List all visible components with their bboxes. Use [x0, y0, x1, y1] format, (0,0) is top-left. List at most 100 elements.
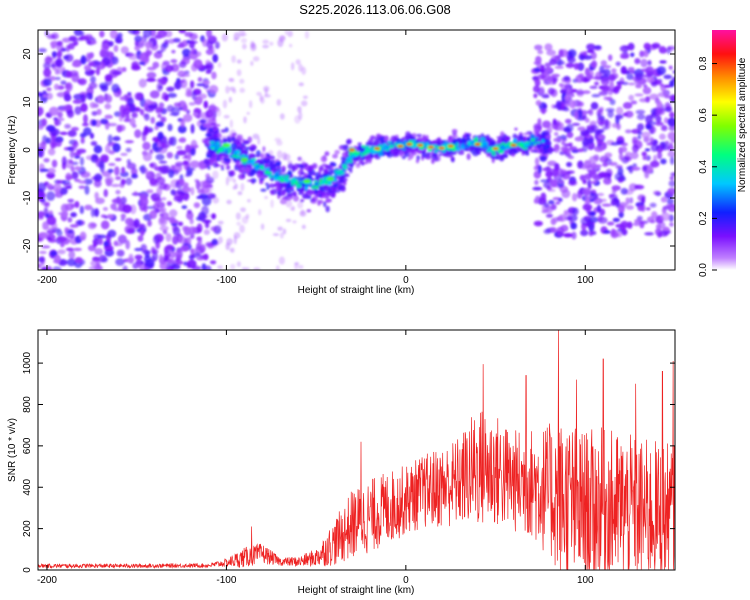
spectrogram-cell — [660, 212, 671, 222]
spectrogram-cell — [115, 258, 125, 266]
spectrogram-cell — [133, 191, 138, 197]
spectrogram-cell — [166, 86, 175, 92]
spectrogram-heatmap — [38, 30, 675, 270]
spectrogram-cell — [331, 186, 337, 193]
spectrogram-cell — [659, 60, 667, 64]
spectrogram-cell — [297, 201, 304, 209]
spectrogram-cell — [205, 133, 213, 138]
spectrogram-cell — [466, 134, 471, 141]
spectrogram-cell — [473, 137, 479, 142]
spectrogram-cell — [361, 145, 366, 148]
spectrogram-cell — [56, 44, 65, 51]
spectrogram-cell — [50, 40, 59, 47]
spectrogram-cell — [157, 30, 168, 38]
spectrogram-cell — [57, 249, 66, 255]
spectrogram-cell — [250, 40, 255, 49]
spectrogram-cell — [64, 227, 69, 233]
spectrogram-cell — [598, 171, 608, 178]
snr-xtick-label: -200 — [37, 575, 57, 586]
spectrogram-cell — [317, 199, 321, 206]
spectrogram-cell — [587, 75, 594, 80]
spectrogram-cell — [304, 165, 312, 171]
spectrogram-cell — [42, 94, 48, 98]
spectrogram-cell — [196, 83, 206, 87]
spectrogram-cell — [526, 137, 531, 142]
spectrogram-cell — [79, 231, 87, 241]
spectrogram-cell — [65, 44, 70, 52]
spectrogram-cell — [193, 59, 203, 69]
spectrogram-cell — [655, 223, 661, 230]
spectrogram-cell — [670, 156, 675, 165]
spectrogram-cell — [108, 40, 114, 47]
spectrogram-cell — [560, 101, 566, 110]
spectrogram-cell — [375, 133, 382, 139]
spectrogram-cell — [114, 243, 123, 247]
spectrogram-cell — [90, 140, 98, 147]
spectrogram-cell — [46, 183, 53, 189]
spectrogram-cell — [256, 172, 263, 177]
spectrogram-cell — [282, 228, 287, 235]
spectrogram-cell — [353, 152, 360, 156]
spectrogram-cell — [371, 150, 379, 154]
spectrogram-cell — [182, 113, 193, 123]
spectrogram-cell — [230, 136, 235, 142]
spectrogram-cell — [599, 155, 610, 163]
spectrogram-cell — [636, 123, 645, 131]
spectrogram-cell — [398, 150, 404, 158]
spectrogram-cell — [609, 161, 618, 167]
spectrogram-cell — [244, 267, 250, 270]
spectrogram-cell — [70, 203, 76, 209]
spectrogram-cell — [97, 234, 107, 239]
spectrogram-cell — [127, 30, 138, 35]
spectrogram-cell — [252, 56, 260, 62]
spectrogram-cell — [415, 133, 423, 137]
spectrogram-cell — [223, 147, 229, 151]
spectrogram-cell — [252, 133, 260, 140]
spectrogram-cell — [88, 82, 98, 89]
spectrogram-cell — [482, 145, 488, 150]
spectrogram-cell — [131, 111, 138, 119]
spectrogram-cell — [563, 143, 573, 147]
spectrogram-xtick-label: -200 — [37, 275, 57, 286]
spectrogram-cell — [47, 148, 56, 156]
spectrogram-cell — [57, 111, 63, 118]
spectrogram-cell — [472, 144, 477, 151]
spectrogram-cell — [210, 226, 218, 232]
spectrogram-cell — [355, 163, 361, 169]
spectrogram-cell — [189, 160, 200, 168]
spectrogram-cell — [239, 224, 245, 234]
spectrogram-cell — [269, 41, 274, 46]
spectrogram-cell — [208, 127, 213, 133]
spectrogram-cell — [89, 132, 95, 139]
spectrogram-cell — [474, 148, 480, 151]
spectrogram-cell — [550, 179, 558, 188]
spectrogram-cell — [142, 152, 153, 162]
spectrogram-cell — [554, 163, 560, 171]
spectrogram-cell — [178, 41, 185, 48]
spectrogram-cell — [499, 154, 505, 160]
spectrogram-cell — [145, 172, 151, 177]
spectrogram-cell — [134, 92, 143, 101]
spectrogram-cell — [260, 223, 265, 230]
spectrogram-cell — [69, 224, 79, 228]
spectrogram-cell — [159, 213, 164, 217]
spectrogram-cell — [114, 36, 123, 44]
spectrogram-cell — [324, 164, 330, 169]
spectrogram-cell — [160, 207, 167, 213]
spectrogram-cell — [83, 178, 93, 185]
spectrogram-cell — [426, 151, 431, 158]
spectrogram-cell — [135, 257, 142, 268]
spectrogram-cell — [301, 66, 307, 76]
spectrogram-cell — [564, 95, 572, 102]
spectrogram-cell — [94, 247, 104, 256]
spectrogram-cell — [565, 170, 575, 174]
spectrogram-cell — [543, 181, 551, 189]
spectrogram-cell — [94, 191, 99, 200]
spectrogram-cell — [51, 141, 57, 149]
spectrogram-cell — [196, 236, 203, 241]
spectrogram-cell — [475, 143, 481, 146]
spectrogram-cell — [174, 153, 180, 160]
spectrogram-cell — [312, 163, 318, 169]
spectrogram-cell — [539, 108, 548, 113]
spectrogram-cell — [566, 88, 572, 96]
